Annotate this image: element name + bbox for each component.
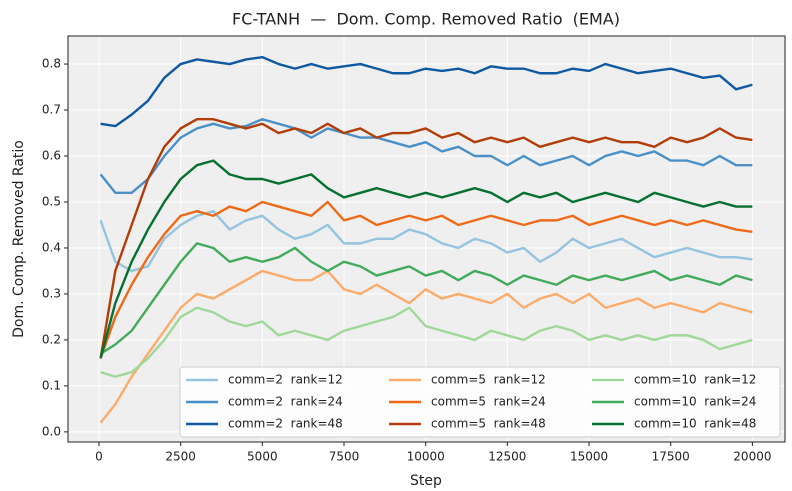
- x-tick-label: 12500: [488, 450, 526, 464]
- y-tick-label: 0.4: [42, 240, 61, 254]
- legend-label: comm=10 rank=12: [634, 373, 756, 387]
- series-line: [99, 269, 753, 424]
- legend-label: comm=5 rank=48: [431, 417, 546, 431]
- legend-label: comm=2 rank=24: [228, 395, 343, 409]
- legend-label: comm=5 rank=24: [431, 395, 546, 409]
- legend-label: comm=5 rank=12: [431, 373, 546, 387]
- y-tick-label: 0.3: [42, 286, 61, 300]
- legend: comm=2 rank=12 comm=2 rank=24 comm=2 rank=…: [179, 366, 781, 438]
- x-tick-label: 10000: [407, 450, 445, 464]
- y-tick-label: 0.1: [42, 378, 61, 392]
- y-tick-label: 0.8: [42, 57, 61, 71]
- series-line: [99, 159, 753, 359]
- x-tick-label: 0: [95, 450, 103, 464]
- series-line: [99, 209, 753, 273]
- x-tick-label: 15000: [570, 450, 608, 464]
- x-tick-label: 20000: [733, 450, 771, 464]
- series-line: [100, 55, 753, 128]
- series-line: [99, 242, 753, 355]
- legend-box: [179, 366, 781, 438]
- y-tick-label: 0.7: [42, 103, 61, 117]
- legend-label: comm=2 rank=48: [228, 417, 343, 431]
- series-line: [100, 306, 753, 378]
- legend-label: comm=10 rank=24: [634, 395, 756, 409]
- x-tick-label: 2500: [165, 450, 196, 464]
- y-tick-label: 0.0: [42, 424, 61, 438]
- plot-frame: [67, 35, 786, 443]
- legend-label: comm=2 rank=12: [228, 373, 343, 387]
- y-tick-label: 0.5: [42, 194, 61, 208]
- x-axis-label: Step: [410, 473, 442, 489]
- y-tick-label: 0.6: [42, 149, 61, 163]
- y-axis-label: Dom. Comp. Removed Ratio: [11, 140, 27, 338]
- x-tick-label: 7500: [329, 450, 360, 464]
- legend-label: comm=10 rank=48: [634, 417, 756, 431]
- x-tick-label: 17500: [652, 450, 690, 464]
- series-line: [99, 118, 753, 194]
- series-line: [99, 200, 753, 359]
- y-tick-label: 0.2: [42, 332, 61, 346]
- series-line: [99, 118, 753, 359]
- chart-title: FC-TANH — Dom. Comp. Removed Ratio (EMA): [232, 10, 620, 29]
- x-tick-label: 5000: [247, 450, 278, 464]
